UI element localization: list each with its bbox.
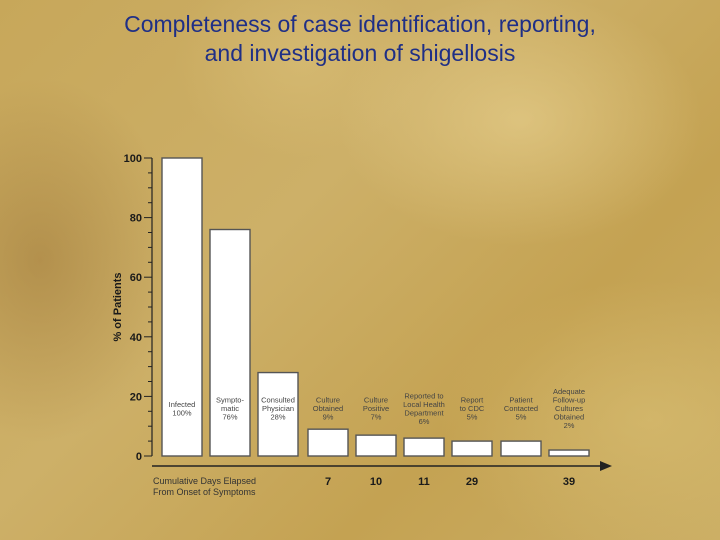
y-tick-label: 80 [130,213,142,225]
bar-label: Positive [363,404,389,413]
bar [451,440,493,457]
bar-label: 28% [270,413,285,422]
bar-label: 5% [467,413,478,422]
bar-label: Sympto- [216,396,244,405]
bar [548,449,590,457]
bar-label: 2% [564,421,575,430]
bar-label: 7% [371,413,382,422]
y-tick-label: 0 [136,451,142,463]
days-elapsed-label: 11 [418,476,430,488]
bar-label: Report [461,396,484,405]
bar-label: Culture [316,396,340,405]
bar [355,434,397,457]
y-axis-label: % of Patients [112,272,124,341]
days-elapsed-label: 29 [466,476,478,488]
x-axis-label-line-2: From Onset of Symptoms [153,487,256,497]
bar-label: matic [221,404,239,413]
bar-label: Department [404,408,444,417]
bar-label: Contacted [504,404,538,413]
bar [500,440,542,457]
bar [161,157,203,457]
bar-label: Culture [364,396,388,405]
bar-label: 6% [419,417,430,426]
bar-label: Adequate [553,387,585,396]
bar-label: Physician [262,404,294,413]
bar [257,371,299,457]
bar-label: Patient [509,396,533,405]
bar-label: Obtained [554,413,584,422]
bar-label: Infected [169,400,196,409]
x-axis-label-line-1: Cumulative Days Elapsed [153,476,256,486]
days-elapsed-label: 10 [370,476,382,488]
y-tick-label: 40 [130,332,142,344]
bar-label: 5% [516,413,527,422]
bar-label: Reported to [404,391,443,400]
bar-label: 76% [222,413,237,422]
bar-label: Consulted [261,396,295,405]
bar [307,428,349,457]
bar [403,437,445,457]
title-line-1: Completeness of case identification, rep… [124,11,596,37]
y-tick-label: 20 [130,391,142,403]
y-tick-label: 60 [130,272,142,284]
bar-label: Follow-up [553,396,586,405]
x-axis-arrow [600,461,612,471]
bar-label: 100% [172,408,192,417]
title-line-2: and investigation of shigellosis [204,40,516,66]
days-elapsed-label: 39 [563,476,575,488]
bar [209,228,251,457]
days-elapsed-label: 7 [325,476,331,488]
bar-label: to CDC [460,404,485,413]
bar-label: Local Health [403,400,445,409]
slide-title: Completeness of case identification, rep… [0,10,720,68]
y-tick-label: 100 [124,153,142,165]
bar-label: Cultures [555,404,583,413]
bar-label: Obtained [313,404,343,413]
bar-label: 9% [323,413,334,422]
